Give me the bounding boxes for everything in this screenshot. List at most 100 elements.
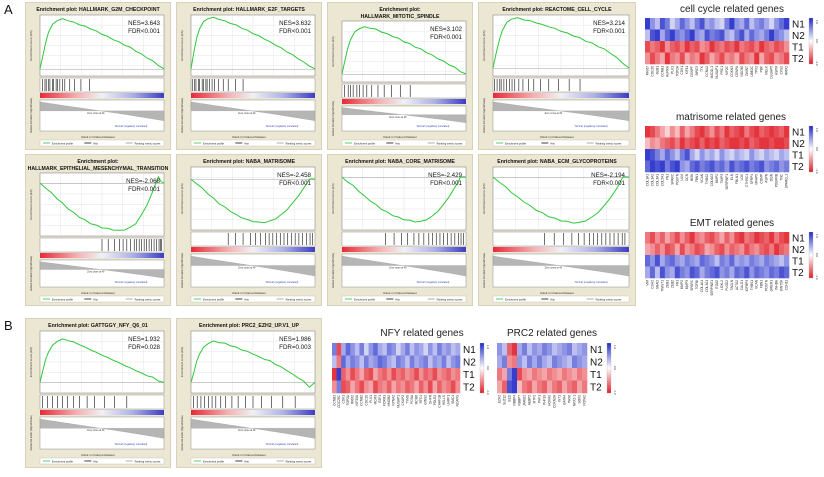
heatmap-cell [522,343,528,356]
heatmap-cell [709,29,715,42]
legend-box [341,139,467,147]
plot-title: HALLMARK_EPITHELIAL_MESENCHYMAL_TRANSITI… [28,166,169,172]
heatmap-gene-label: TAGLN [730,279,734,290]
heatmap-cell [719,232,725,244]
heatmap-gene-label: CDKN3 [730,66,734,77]
heatmap-cell [674,41,681,53]
heatmap-cell [754,255,760,267]
heatmap-cell [739,243,745,256]
heatmap-cell [674,126,681,138]
heatmap-gene-label: ZEB2 [670,280,674,288]
x-axis-label: Rank in Ordered Dataset [81,135,114,139]
heatmap-cell [669,126,676,138]
enrichment-profile-line [492,176,630,224]
heatmap-cell [759,149,765,161]
colorbar-tick-label: -1.0 [815,274,819,280]
heatmap-cell [699,232,705,244]
heatmap-cell [654,137,661,150]
heatmap-cell [694,255,700,267]
heatmap-cell [542,368,548,381]
heatmap-gene-label: PCNA [410,394,414,404]
heatmap-cell [659,126,666,138]
heatmap-cell [744,126,750,138]
heatmap-cell [649,126,656,138]
heatmap-cell [582,380,588,394]
heatmap-cell [649,29,656,42]
heatmap-gene-label: CCNB2 [360,395,364,406]
legend-box [190,295,316,303]
heatmap-cell [502,368,508,381]
legend-label: Enrichment profile [354,141,375,145]
heatmap-cell [744,41,750,53]
heatmap-cell [754,232,760,244]
heatmap-cell [582,343,588,356]
heatmap-cell [654,255,661,267]
heatmap-cell [654,243,661,256]
heatmap-cell [764,232,770,244]
hits-area [492,77,630,93]
heatmap-cell [418,380,424,394]
ranking-color-bar [40,93,164,98]
heatmap-cell [779,41,785,53]
heatmap-row-label: T1 [792,256,804,267]
heatmap-cell [769,149,775,161]
heatmap-title-cell-cycle: cell cycle related genes [680,4,784,15]
heatmap-cell [664,232,671,244]
heatmap-gene-label: ASPN [765,173,769,182]
heatmap-cell [552,368,558,381]
heatmap-cell [729,126,735,138]
heatmap-gene-label: UBE2C [750,65,754,76]
heatmap-cell [779,160,785,173]
heatmap-row-label: N2 [463,357,476,368]
heatmap-cell [734,41,740,53]
ranking-metric-fill [492,255,630,277]
heatmap-cell [754,41,760,53]
heatmap-cell [664,255,671,267]
heatmap-cell [684,149,690,161]
heatmap-cell [734,126,740,138]
heatmap-cell [784,266,790,279]
heatmap-cell [739,41,745,53]
heatmap-cell [719,126,725,138]
heatmap-cell [391,343,397,356]
legend-label: Hits [550,141,555,145]
negative-corr-label: 'Normal' (negatively correlated) [265,443,298,446]
ranking-color-bar [493,93,629,98]
heatmap-cell [557,380,563,394]
legend-label: Hits [244,459,249,463]
heatmap-gene-label: CDH11 [785,280,789,290]
heatmap-cell [784,255,790,267]
heatmap-gene-label: CKAP2 [401,395,405,406]
heatmap-cell [669,18,676,30]
heatmap-row-label: N2 [590,357,603,368]
heatmap-cell [645,18,651,30]
heatmap-cell [684,52,690,65]
heatmap-cell [400,368,406,381]
heatmap-cell [669,266,676,279]
heatmap-gene-label: ZWINT [745,66,749,76]
heatmap-cell [368,368,374,381]
heatmap-gene-label: DHFR [428,394,432,404]
heatmap-cell [684,243,690,256]
heatmap-cell [577,343,583,356]
heatmap-cell [432,368,438,381]
heatmap-cell [704,160,710,173]
heatmap-cell [446,355,452,369]
heatmap-cell [512,368,518,381]
legend-box [39,139,165,147]
heatmap-cell [552,343,558,356]
heatmap-cell [679,29,686,42]
heatmap-row-label: N1 [590,345,603,356]
heatmap-cell [547,355,553,369]
heatmap-cell [377,343,383,356]
heatmap-cell [729,149,735,161]
plot-title: Enrichment plot: NABA_CORE_MATRISOME [345,159,455,165]
x-axis-label: Rank in Ordered Dataset [540,291,573,295]
colorbar [808,126,814,173]
heatmap-cell [522,380,528,394]
heatmap-cell [699,149,705,161]
heatmap-cell [345,343,351,356]
y-axis-label: Enrichment score (ES) [180,30,184,60]
heatmap-cell [719,41,725,53]
heatmap-cell [779,18,785,30]
